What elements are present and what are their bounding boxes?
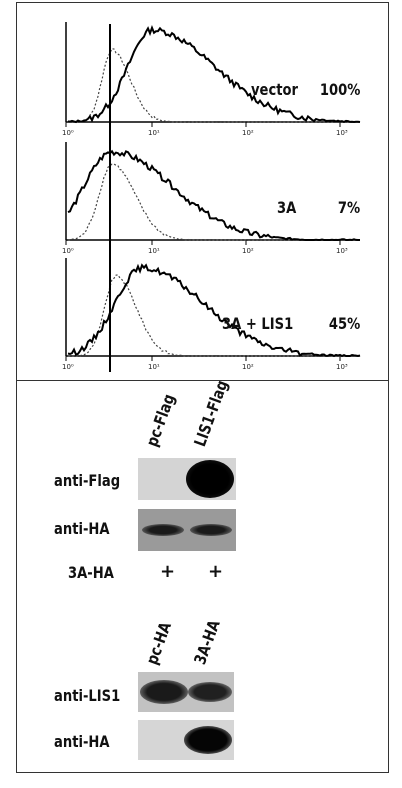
histogram-dashed-curve (68, 163, 361, 241)
histogram-x-tick-label: 10⁰ (62, 129, 74, 137)
blot1-row-anti-ha: anti-HA (54, 519, 110, 538)
blot1-condition-mark-2: + (208, 561, 224, 582)
blot1-row-anti-flag: anti-Flag (54, 471, 121, 490)
histogram-percent-3a-lis1: 45% (328, 314, 360, 333)
blot1-anti-flag-strip (138, 458, 236, 500)
histogram-solid-curve (67, 263, 361, 358)
histogram-percent-vector: 100% (319, 80, 360, 99)
blot1-anti-ha-band-pc (142, 524, 184, 536)
blot1-condition-mark-1: + (160, 561, 176, 582)
histogram-x-tick-label: 10² (242, 363, 254, 371)
histogram-solid-curve (67, 24, 361, 124)
histogram-solid-curve (67, 149, 360, 242)
blot2-anti-ha-strip (138, 720, 234, 760)
blot1-condition-label: 3A-HA (68, 563, 114, 582)
blot1-anti-ha-strip (138, 509, 236, 551)
blot1-anti-ha-band-lis1 (190, 524, 232, 536)
histogram-label-vector: vector (251, 80, 298, 99)
histogram-x-tick-label: 10² (242, 247, 254, 255)
blot2-anti-lis1-band-pc (140, 680, 188, 704)
histogram-x-tick-label: 10¹ (148, 129, 160, 137)
histogram-percent-3a: 7% (337, 198, 360, 217)
histogram-x-tick-label: 10¹ (148, 247, 160, 255)
histogram-x-tick-label: 10⁰ (62, 247, 74, 255)
blot2-anti-lis1-band-3a (188, 682, 232, 702)
histogram-x-tick-label: 10³ (336, 363, 348, 371)
western-blot-panel (16, 380, 389, 773)
histogram-plots: 10⁰ 10¹ 10² 10³ 10⁰ 10¹ 10² 10³ 10⁰ 10¹ 10² 10³ (62, 22, 361, 372)
histogram-x-tick-label: 10³ (336, 247, 348, 255)
blot2-anti-ha-band-3a (184, 726, 232, 754)
histogram-label-3a-lis1: 3A + LIS1 (222, 314, 294, 333)
blot2-row-anti-lis1: anti-LIS1 (54, 686, 121, 705)
histogram-x-tick-label: 10⁰ (62, 363, 74, 371)
histogram-dashed-curve (67, 274, 361, 357)
blot1-anti-flag-band-lis1 (186, 460, 234, 498)
histogram-x-tick-label: 10² (242, 129, 254, 137)
histogram-dashed-curve (67, 48, 361, 123)
histogram-x-tick-label: 10³ (336, 129, 348, 137)
histogram-x-tick-label: 10¹ (148, 363, 160, 371)
histogram-label-3a: 3A (277, 198, 297, 217)
blot2-anti-lis1-strip (138, 672, 234, 712)
blot2-row-anti-ha: anti-HA (54, 732, 110, 751)
